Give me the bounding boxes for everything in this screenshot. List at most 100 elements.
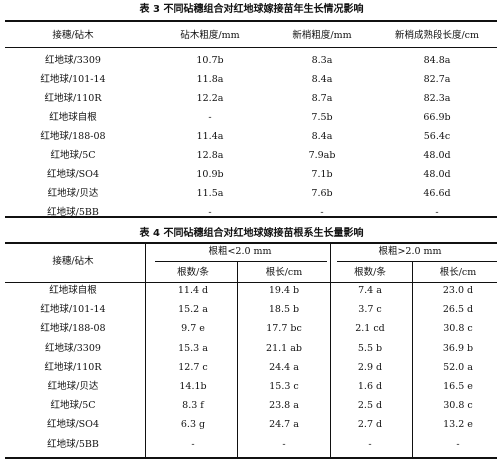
table3-header-stub: 接穗/砧木 <box>52 30 94 41</box>
row-label: 红地球/5BB <box>47 439 99 450</box>
table4-group-header-2: 根粗>2.0 mm <box>378 246 442 257</box>
table-cell: 2.5 d <box>357 400 383 411</box>
table-cell: - <box>208 207 212 218</box>
table-cell: 17.7 bc <box>266 323 302 334</box>
table-cell: 82.7a <box>423 74 451 85</box>
row-label: 红地球/101-14 <box>40 74 106 85</box>
table-cell: 12.8a <box>196 150 224 161</box>
row-label: 红地球/3309 <box>45 55 101 66</box>
table-cell: 8.7a <box>311 93 333 104</box>
table-cell: 15.3 c <box>269 381 299 392</box>
table-cell: 7.6b <box>311 188 333 199</box>
table-cell: 3.7 c <box>358 304 382 315</box>
table4-header-stub: 接穗/砧木 <box>52 256 94 267</box>
table-row: 红地球/5BB - - - - <box>0 439 503 451</box>
table4-header-rule <box>5 282 497 283</box>
table-cell: 24.7 a <box>269 419 299 430</box>
table4-subheader-3: 根数/条 <box>354 267 386 278</box>
table-cell: 2.9 d <box>357 362 383 373</box>
table4-top-rule <box>5 242 497 244</box>
table-cell: 16.5 e <box>443 381 473 392</box>
table3-header-row: 接穗/砧木 砧木粗度/mm 新梢粗度/mm 新梢成熟段长度/cm <box>0 30 503 42</box>
table-row: 红地球/3309 10.7b 8.3a 84.8a <box>0 55 503 67</box>
table-cell: 82.3a <box>423 93 451 104</box>
table-row: 红地球/188-08 9.7 e 17.7 bc 2.1 cd 30.8 c <box>0 323 503 335</box>
table4-subheader-2: 根长/cm <box>265 267 303 278</box>
table3-header-col1: 砧木粗度/mm <box>180 30 240 41</box>
table-cell: 6.3 g <box>180 419 206 430</box>
table-cell: 7.1b <box>311 169 333 180</box>
table4-group-rule-2 <box>337 261 497 262</box>
table-cell: 48.0d <box>423 150 451 161</box>
table-cell: 10.9b <box>196 169 224 180</box>
table4-group-header-1: 根粗<2.0 mm <box>208 246 272 257</box>
row-label: 红地球/188-08 <box>40 131 106 142</box>
table-cell: - <box>191 439 195 450</box>
table-cell: 52.0 a <box>443 362 473 373</box>
table-cell: - <box>320 207 324 218</box>
table-cell: 7.5b <box>311 112 333 123</box>
table-cell: 7.4 a <box>358 285 382 296</box>
row-label: 红地球/188-08 <box>40 323 106 334</box>
row-label: 红地球/SO4 <box>46 169 100 180</box>
table-cell: 23.0 d <box>442 285 474 296</box>
table-row: 红地球自根 11.4 d 19.4 b 7.4 a 23.0 d <box>0 285 503 297</box>
row-label: 红地球/5C <box>50 400 96 411</box>
table-cell: 30.8 c <box>443 400 473 411</box>
table-cell: 2.7 d <box>357 419 383 430</box>
table-row: 红地球/188-08 11.4a 8.4a 56.4c <box>0 131 503 143</box>
table-cell: 18.5 b <box>268 304 300 315</box>
table-cell: 10.7b <box>196 55 224 66</box>
row-label: 红地球/101-14 <box>40 304 106 315</box>
table3-header-col2: 新梢粗度/mm <box>292 30 352 41</box>
table-cell: 46.6d <box>423 188 451 199</box>
table3-header-col3: 新梢成熟段长度/cm <box>394 30 480 41</box>
table-cell: 21.1 ab <box>266 343 302 354</box>
table-cell: 11.8a <box>196 74 224 85</box>
table-cell: 12.7 c <box>178 362 208 373</box>
table-cell: 13.2 e <box>443 419 473 430</box>
table-row: 红地球/5C 12.8a 7.9ab 48.0d <box>0 150 503 162</box>
row-label: 红地球/贝达 <box>47 381 99 392</box>
table-cell: 56.4c <box>423 131 451 142</box>
table-cell: - <box>282 439 286 450</box>
table-cell: 7.9ab <box>308 150 336 161</box>
table4-col-separator-3 <box>412 262 413 457</box>
table-row: 红地球/SO4 6.3 g 24.7 a 2.7 d 13.2 e <box>0 419 503 431</box>
table-cell: 11.5a <box>196 188 224 199</box>
row-label: 红地球自根 <box>49 112 97 123</box>
table-cell: 15.3 a <box>178 343 208 354</box>
table4-caption: 表 4 不同砧穗组合对红地球嫁接苗根系生长量影响 <box>139 228 364 239</box>
table-cell: 66.9b <box>423 112 451 123</box>
table-cell: 26.5 d <box>442 304 474 315</box>
table-cell: 23.8 a <box>269 400 299 411</box>
row-label: 红地球/5C <box>50 150 96 161</box>
table-row: 红地球/SO4 10.9b 7.1b 48.0d <box>0 169 503 181</box>
table-cell: 11.4 d <box>177 285 209 296</box>
table-row: 红地球/110R 12.2a 8.7a 82.3a <box>0 93 503 105</box>
table-row: 红地球/3309 15.3 a 21.1 ab 5.5 b 36.9 b <box>0 343 503 355</box>
table-cell: 15.2 a <box>178 304 208 315</box>
table-cell: - <box>456 439 460 450</box>
table3-bottom-rule <box>5 216 497 218</box>
table-cell: - <box>435 207 439 218</box>
table4-group-rule-1 <box>155 261 327 262</box>
table-cell: 11.4a <box>196 131 224 142</box>
table-cell: 14.1b <box>179 381 207 392</box>
table4-bottom-rule <box>5 457 497 459</box>
table4-col-separator-1 <box>237 262 238 457</box>
table4-group-separator <box>330 243 331 457</box>
table-row: 红地球/5BB - - - <box>0 207 503 219</box>
table-cell: 36.9 b <box>442 343 474 354</box>
table-cell: 84.8a <box>423 55 451 66</box>
table-cell: 5.5 b <box>357 343 383 354</box>
row-label: 红地球/3309 <box>45 343 101 354</box>
row-label: 红地球/SO4 <box>46 419 100 430</box>
table-row: 红地球/101-14 15.2 a 18.5 b 3.7 c 26.5 d <box>0 304 503 316</box>
table3-top-rule <box>5 20 497 22</box>
table4-subheader-1: 根数/条 <box>177 267 209 278</box>
table-row: 红地球/5C 8.3 f 23.8 a 2.5 d 30.8 c <box>0 400 503 412</box>
table3-caption: 表 3 不同砧穗组合对红地球嫁接苗年生长情况影响 <box>139 4 364 15</box>
table-cell: 9.7 e <box>181 323 205 334</box>
table-cell: 1.6 d <box>357 381 383 392</box>
